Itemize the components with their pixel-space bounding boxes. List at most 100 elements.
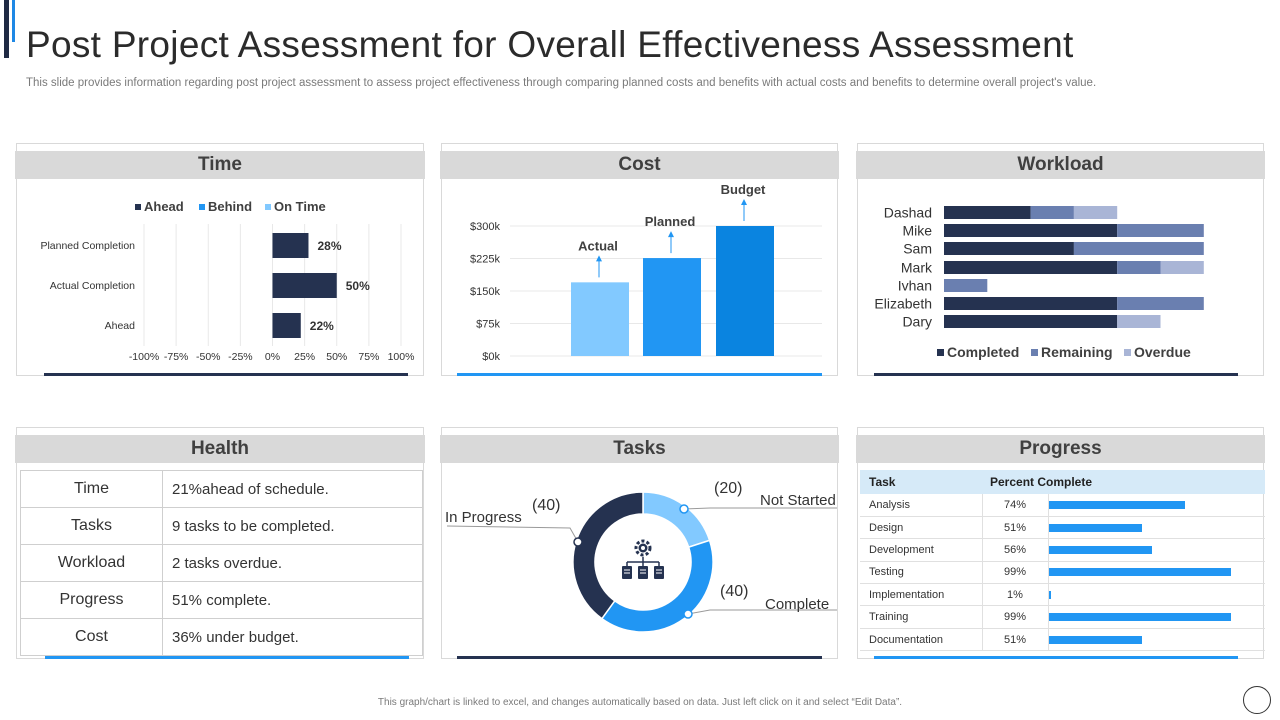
x-tick-label: 25% (294, 351, 315, 363)
progress-bar (1048, 635, 1143, 644)
health-panel-underline (45, 656, 409, 659)
legend-swatch (265, 204, 271, 210)
health-key: Cost (20, 618, 163, 656)
callout-line (446, 525, 579, 543)
x-tick-label: -75% (164, 351, 189, 363)
bar-arrow-head (668, 231, 674, 238)
health-key: Workload (20, 544, 163, 582)
x-tick-label: 0% (265, 351, 280, 363)
health-value: 2 tasks overdue. (162, 544, 423, 582)
callout-dot (679, 504, 689, 514)
progress-percent: 1% (982, 583, 1049, 607)
x-tick-label: 75% (358, 351, 379, 363)
y-category-label: Mike (902, 223, 932, 239)
cost-chart[interactable]: $0k $75k $150k $225k $300k Actual Planned Budge… (442, 144, 839, 377)
y-tick-label: $150k (470, 286, 500, 298)
table-row: Cost 36% under budget. (20, 618, 423, 656)
data-label: 50% (346, 279, 370, 293)
y-category-label: Actual Completion (50, 280, 135, 292)
health-panel-title: Health (15, 435, 425, 463)
column-header-task: Task (860, 470, 982, 494)
bar (272, 273, 337, 298)
bar-segment (944, 279, 988, 292)
x-tick-label: 100% (388, 351, 415, 363)
slice-name-label: Not Started (760, 492, 836, 509)
progress-bar (1048, 590, 1051, 599)
table-row: Time 21%ahead of schedule. (20, 470, 423, 508)
time-chart[interactable]: -100% -75% -50% -25% 0% 25% 50% 75% 100% Ahead Beh… (17, 144, 425, 377)
legend-label: Ahead (144, 199, 184, 214)
bar-category-label: Budget (721, 182, 766, 197)
bar-segment (1117, 261, 1161, 274)
bar (716, 226, 774, 356)
table-row: Implementation 1% (860, 583, 1265, 607)
progress-panel-title: Progress (856, 435, 1265, 463)
table-row: Analysis 74% (860, 494, 1265, 517)
progress-task-name: Analysis (860, 494, 983, 517)
y-tick-label: $300k (470, 221, 500, 233)
tasks-panel-underline (457, 656, 822, 659)
legend-label: On Time (274, 199, 326, 214)
y-category-label: Dary (902, 314, 932, 330)
health-table: Time 21%ahead of schedule. Tasks 9 tasks… (20, 470, 423, 656)
bar-category-label: Actual (578, 238, 618, 253)
y-category-label: Planned Completion (40, 240, 135, 252)
bar-segment (944, 242, 1074, 255)
y-category-label: Dashad (884, 205, 932, 221)
cost-panel-title: Cost (440, 151, 839, 179)
table-row: Documentation 51% (860, 628, 1265, 652)
bar-segment (944, 224, 1118, 237)
table-row: Design 51% (860, 516, 1265, 540)
progress-bar-cell (1048, 494, 1265, 517)
slice-value-label: (40) (532, 497, 560, 514)
tasks-chart[interactable]: (20) Not Started (40) Complete (40) In Progre… (442, 428, 839, 660)
donut-slice (600, 539, 714, 633)
health-panel: Health Time 21%ahead of schedule. Tasks … (15, 427, 425, 659)
health-value: 21%ahead of schedule. (162, 470, 423, 508)
footer-note: This graph/chart is linked to excel, and… (377, 697, 903, 708)
slice-name-label: Complete (765, 596, 829, 613)
bar-category-label: Planned (645, 214, 696, 229)
donut-slice (572, 491, 644, 620)
workload-panel-title: Workload (856, 151, 1265, 179)
progress-task-name: Testing (860, 561, 983, 585)
callout-line (683, 507, 837, 510)
progress-task-name: Documentation (860, 628, 983, 652)
slice-value-label: (20) (714, 480, 742, 497)
workload-chart[interactable]: Dashad Mike Sam Mark Ivhan Elizabeth Dary Compl… (858, 144, 1265, 377)
x-tick-label: 50% (326, 351, 347, 363)
health-value: 9 tasks to be completed. (162, 507, 423, 545)
x-tick-label: -100% (129, 351, 159, 363)
column-header-percent: Percent Complete (982, 470, 1265, 494)
tasks-panel: Tasks (20) Not Started (40) Complete (40) In … (440, 427, 839, 660)
progress-percent: 51% (982, 628, 1049, 652)
data-label: 22% (310, 319, 334, 333)
corner-circle-icon (1243, 686, 1271, 714)
bar-segment (1117, 297, 1204, 310)
table-row: Workload 2 tasks overdue. (20, 544, 423, 582)
progress-percent: 74% (982, 494, 1049, 517)
progress-bar-cell (1048, 583, 1265, 607)
y-tick-label: $75k (476, 319, 500, 331)
health-key: Time (20, 470, 163, 508)
table-row: Tasks 9 tasks to be completed. (20, 507, 423, 545)
legend-swatch (1031, 349, 1038, 356)
legend-label: Behind (208, 199, 252, 214)
progress-table-body: Analysis 74% Design 51% Development 56% Testin… (860, 494, 1265, 652)
progress-task-name: Design (860, 516, 983, 540)
legend-swatch (135, 204, 141, 210)
legend-label: Overdue (1134, 344, 1191, 360)
progress-percent: 51% (982, 516, 1049, 540)
cost-panel: Cost $0k $75k $150k $225k $300k Actual Planned… (440, 143, 839, 377)
health-key: Tasks (20, 507, 163, 545)
progress-bar-cell (1048, 538, 1265, 562)
progress-percent: 56% (982, 538, 1049, 562)
bar-segment (944, 315, 1118, 328)
table-row: Training 99% (860, 605, 1265, 629)
progress-percent: 99% (982, 561, 1049, 585)
legend-swatch (937, 349, 944, 356)
progress-task-name: Development (860, 538, 983, 562)
progress-bar-cell (1048, 516, 1265, 540)
y-category-label: Ahead (105, 320, 136, 332)
time-panel-title: Time (15, 151, 425, 179)
